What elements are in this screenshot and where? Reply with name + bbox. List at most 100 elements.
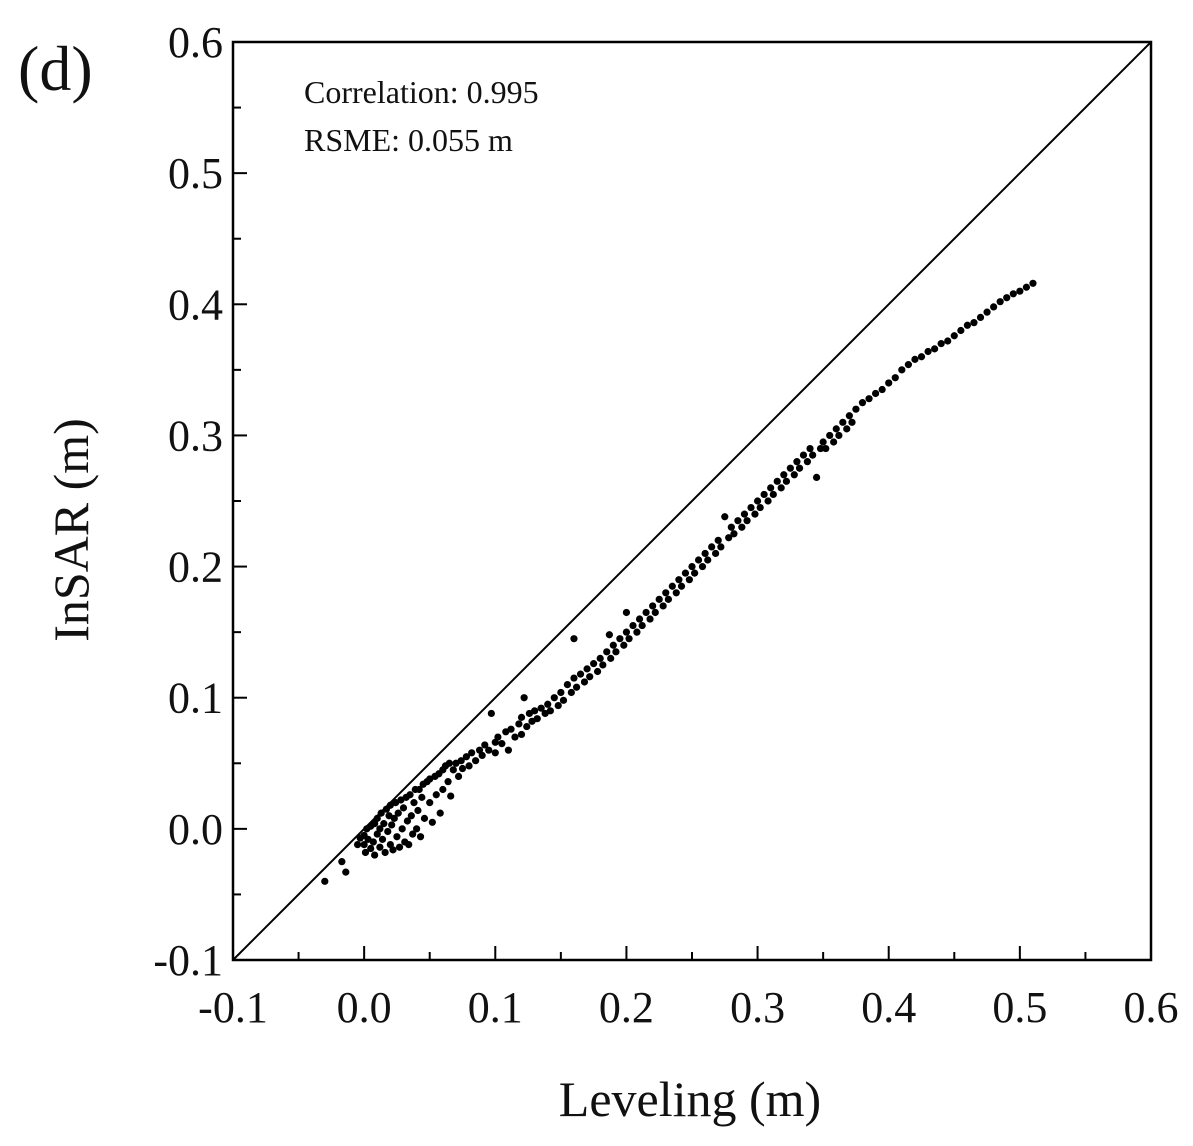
data-point [380, 820, 388, 828]
data-point [740, 510, 749, 518]
data-point [515, 720, 523, 728]
data-point [554, 701, 562, 710]
data-point [911, 355, 919, 363]
data-point [342, 868, 350, 876]
data-point [414, 806, 422, 815]
data-point [381, 848, 389, 857]
data-point [559, 696, 568, 704]
data-point [1003, 294, 1011, 302]
data-point [586, 673, 594, 681]
data-point [780, 471, 788, 479]
x-tick-labels: -0.1 0.0 0.1 0.2 0.3 0.4 0.5 0.6 [198, 983, 1178, 1032]
x-tick-label: 0.1 [468, 983, 523, 1032]
y-tick-label: 0.6 [168, 18, 223, 67]
data-point [407, 812, 415, 820]
data-point [843, 425, 851, 433]
data-point [937, 340, 945, 348]
data-point [747, 503, 755, 512]
data-point [371, 851, 379, 859]
data-point [803, 458, 812, 466]
data-point [447, 792, 455, 800]
y-tick-labels: -0.1 0.0 0.1 0.2 0.3 0.4 0.5 0.6 [153, 18, 223, 985]
x-tick-label: -0.1 [198, 983, 268, 1032]
data-point [537, 704, 545, 712]
data-point [418, 793, 426, 801]
data-point [976, 313, 985, 321]
data-point [704, 556, 712, 564]
data-point [498, 740, 506, 748]
data-point [389, 846, 397, 854]
data-point [659, 602, 667, 610]
data-point [694, 556, 703, 564]
data-point [786, 464, 794, 472]
data-point [376, 843, 384, 851]
data-point [835, 431, 843, 440]
data-point [388, 821, 396, 829]
data-point [550, 694, 558, 702]
data-point [832, 425, 840, 433]
data-point [481, 741, 489, 749]
data-point [544, 700, 552, 708]
data-point [570, 635, 578, 643]
data-point [376, 825, 384, 833]
data-point [403, 817, 412, 825]
data-point [685, 576, 693, 584]
data-point [609, 641, 617, 649]
data-point [714, 536, 722, 544]
data-point [950, 332, 958, 340]
data-point [924, 347, 932, 356]
data-point [360, 840, 368, 849]
data-point [415, 785, 423, 794]
x-tick-label: 0.2 [599, 983, 654, 1032]
data-point [405, 840, 413, 849]
data-point [812, 473, 821, 481]
data-point [570, 674, 578, 682]
data-point [872, 389, 880, 398]
data-point [698, 562, 707, 571]
data-point [399, 804, 408, 812]
data-point [1016, 287, 1024, 295]
data-point [799, 451, 808, 459]
data-point [819, 438, 827, 446]
data-point [651, 608, 659, 617]
data-point [816, 444, 825, 453]
data-point [885, 379, 893, 387]
data-point [620, 641, 628, 649]
data-point [668, 582, 676, 590]
data-point [730, 530, 738, 538]
data-point [517, 713, 526, 721]
data-point [572, 683, 581, 691]
data-point [426, 799, 434, 807]
panel-label: (d) [18, 33, 93, 104]
data-point [478, 751, 486, 760]
data-points [321, 279, 1037, 885]
y-axis-title: InSAR (m) [43, 418, 99, 642]
data-point [557, 688, 565, 697]
data-point [465, 762, 473, 770]
data-point [756, 503, 764, 512]
data-point [852, 405, 860, 413]
data-point [612, 648, 620, 656]
data-point [377, 809, 385, 817]
data-point [504, 746, 512, 754]
data-point [472, 757, 480, 765]
data-point [672, 589, 680, 597]
data-point [769, 490, 777, 499]
y-tick-label: -0.1 [153, 936, 223, 985]
data-point [384, 827, 392, 836]
data-point [468, 749, 476, 757]
data-point [398, 825, 406, 833]
data-point [826, 431, 834, 440]
data-point [605, 631, 613, 639]
data-point [764, 497, 772, 505]
data-point [708, 543, 716, 551]
data-point [712, 549, 720, 558]
data-point [546, 707, 554, 715]
data-point [904, 361, 912, 369]
x-axis-title: Leveling (m) [559, 1071, 821, 1127]
data-point [848, 418, 856, 426]
data-point [727, 523, 735, 531]
data-point [845, 412, 853, 420]
data-point [432, 791, 440, 799]
data-point [996, 298, 1004, 306]
